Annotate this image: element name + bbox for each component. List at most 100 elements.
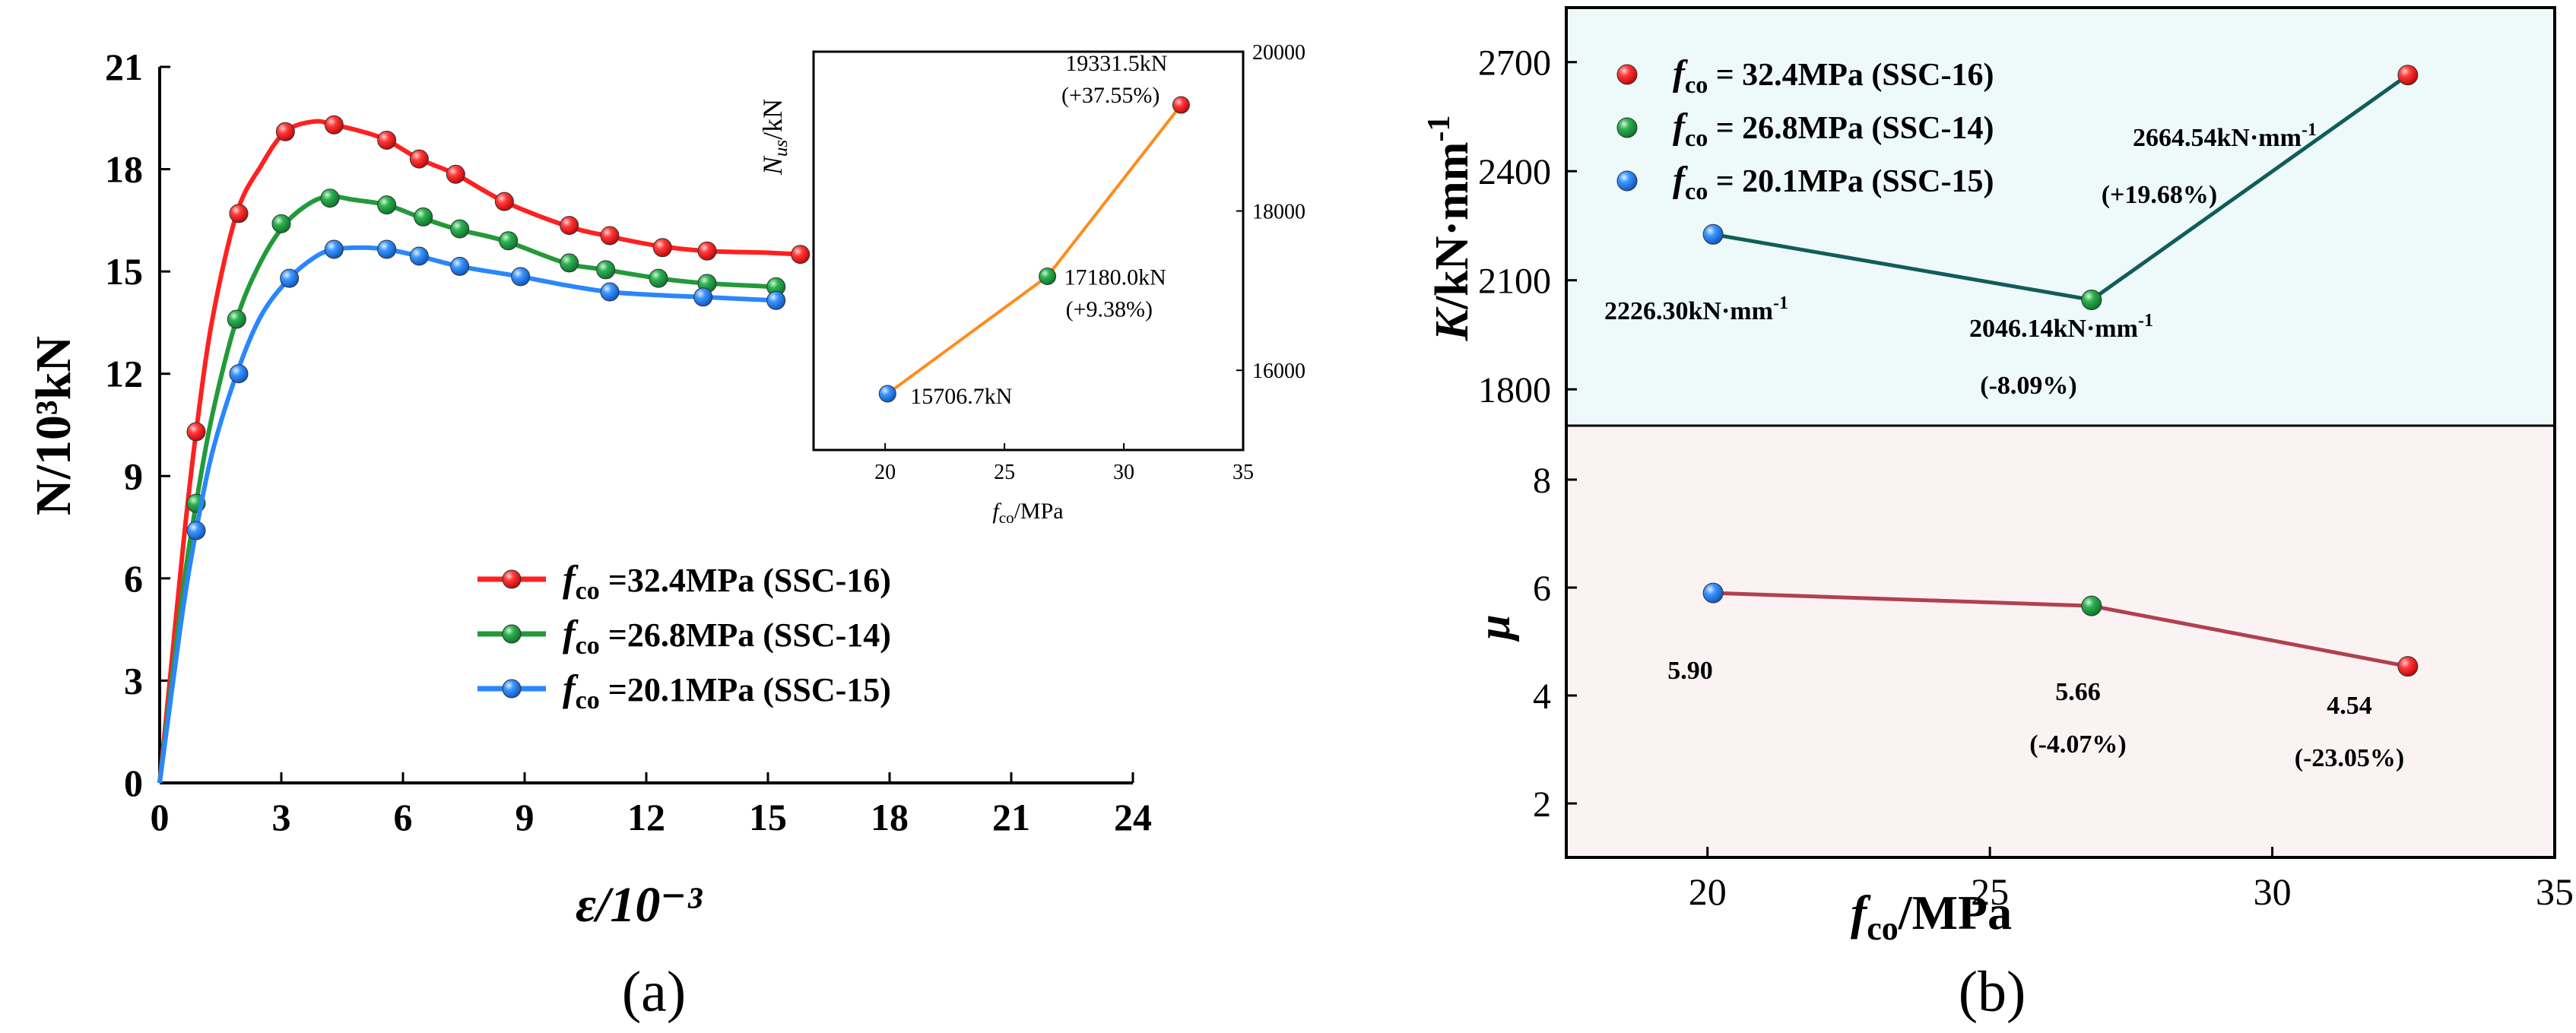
data-point: [275, 122, 295, 141]
legend-marker: [1616, 170, 1638, 192]
legend-label: fco =32.4MPa (SSC-16): [563, 557, 891, 605]
y-tick-label: 0: [124, 762, 143, 804]
ductility-data-point: [2081, 595, 2102, 616]
data-point: [414, 207, 433, 227]
inset-y-tick-label: 18000: [1252, 201, 1305, 224]
x-tick-label: 18: [871, 796, 909, 838]
data-point: [271, 214, 291, 233]
stiffness-point-label: 2226.30kN·mm-1: [1604, 293, 1788, 325]
stiffness-panel-bg: [1566, 8, 2555, 426]
x-tick-label: 3: [272, 796, 291, 838]
data-point: [409, 246, 429, 266]
x-tick-label: 20: [1689, 870, 1727, 913]
ductility-point-change: (-4.07%): [2029, 730, 2126, 759]
ductility-point-change: (-23.05%): [2295, 744, 2404, 772]
stiffness-data-point: [2081, 289, 2102, 310]
inset-point-change: (+9.38%): [1066, 297, 1153, 322]
x-tick-label: 35: [2536, 870, 2574, 913]
x-tick-label: 9: [516, 796, 535, 838]
ductility-data-point: [1702, 582, 1724, 604]
data-point: [186, 422, 206, 442]
data-point: [596, 260, 616, 280]
panel-b-frame: [1565, 6, 2556, 859]
inset-point-change: (+37.55%): [1061, 83, 1160, 108]
legend-label: fco =20.1MPa (SSC-15): [563, 667, 891, 715]
data-point: [560, 216, 579, 236]
data-point: [499, 231, 519, 251]
x-tick-label: 6: [394, 796, 413, 838]
ductility-y-axis-title: μ: [1469, 614, 1519, 642]
ductility-point-label: 5.66: [2055, 678, 2101, 706]
data-point: [450, 256, 470, 276]
stiffness-data-point: [1702, 223, 1724, 245]
inset-data-point: [878, 385, 896, 403]
inset-x-tick-label: 30: [1113, 461, 1134, 484]
stiffness-point-change: (+19.68%): [2102, 181, 2218, 209]
inset-data-point: [1172, 96, 1190, 114]
data-point: [649, 268, 668, 288]
data-point: [600, 282, 620, 302]
data-point: [324, 239, 344, 259]
ductility-y-tick-label: 8: [1533, 461, 1551, 501]
x-tick-label: 15: [749, 796, 787, 838]
y-tick-label: 15: [105, 250, 143, 293]
data-point: [600, 226, 620, 246]
stiffness-y-axis-title: K/kN·mm-1: [1422, 116, 1478, 342]
data-point: [450, 219, 470, 239]
data-point: [377, 195, 397, 215]
x-axis-title: ε/10⁻³: [576, 877, 703, 933]
data-point: [186, 521, 206, 540]
legend-label: fco = 32.4MPa (SSC-16): [1673, 53, 1994, 98]
data-point: [324, 115, 344, 135]
legend-marker: [1616, 117, 1638, 138]
data-point: [280, 268, 300, 288]
y-axis-title: N/10³kN: [26, 336, 81, 515]
ductility-data-point: [2397, 656, 2419, 677]
x-axis-title: fco/MPa: [1851, 886, 2012, 947]
inset-x-tick-label: 25: [994, 461, 1015, 484]
x-tick-label: 25: [1971, 870, 2009, 913]
data-point: [693, 287, 713, 307]
legend-label: fco =26.8MPa (SSC-14): [563, 612, 891, 660]
y-tick-label: 21: [105, 46, 143, 88]
legend-marker: [1616, 64, 1638, 85]
panel-b-stiffness-ductility-chart: 20 25 30 35 fco/MPa 1800 2100 2400 2700 2 4 6 8 K/kN·…: [1422, 6, 2574, 947]
legend-marker: [502, 679, 522, 699]
ductility-panel-bg: [1566, 426, 2555, 857]
data-point: [227, 309, 246, 329]
stiffness-point-label: 2046.14kN·mm-1: [1969, 311, 2153, 343]
inset-y-tick-label: 16000: [1252, 360, 1305, 383]
data-point: [446, 164, 465, 184]
data-point: [320, 189, 340, 208]
data-point: [409, 149, 429, 169]
data-point: [229, 364, 249, 384]
y-tick-label: 18: [105, 148, 143, 191]
stiffness-point-change: (-8.09%): [1980, 372, 2076, 400]
inset-y-axis-title: Nus/kN: [757, 99, 792, 176]
ductility-point-label: 4.54: [2327, 692, 2372, 720]
x-tick-label: 0: [151, 796, 170, 838]
stiffness-point-label: 2664.54kN·mm-1: [2133, 120, 2317, 152]
y-tick-label: 3: [124, 659, 143, 702]
inset-point-label: 19331.5kN: [1065, 51, 1167, 76]
inset-point-label: 17180.0kN: [1064, 265, 1166, 290]
ductility-y-tick-label: 6: [1533, 569, 1551, 609]
panel-a-strain-load-chart: 0 3 6 9 12 15 18 21 24 0 3 6 9 12 15 18 21 ε/10⁻³ N/10³kN f…: [26, 41, 1305, 933]
y-tick-label: 6: [124, 557, 143, 600]
ductility-y-tick-label: 4: [1533, 677, 1551, 717]
data-point: [511, 267, 531, 287]
data-point: [652, 238, 672, 258]
data-point: [494, 192, 514, 211]
x-tick-label: 30: [2254, 870, 2292, 913]
figure-label-b: (b): [1959, 960, 2026, 1024]
inset-data-point: [1039, 268, 1057, 286]
data-point: [229, 204, 249, 223]
figure-label-a: (a): [622, 960, 686, 1024]
stiffness-y-tick-label: 1800: [1478, 370, 1551, 410]
data-point: [766, 290, 786, 310]
data-point: [791, 245, 811, 265]
stiffness-y-tick-label: 2700: [1478, 43, 1551, 84]
inset-x-tick-label: 20: [874, 461, 896, 484]
stiffness-data-point: [2397, 65, 2419, 86]
